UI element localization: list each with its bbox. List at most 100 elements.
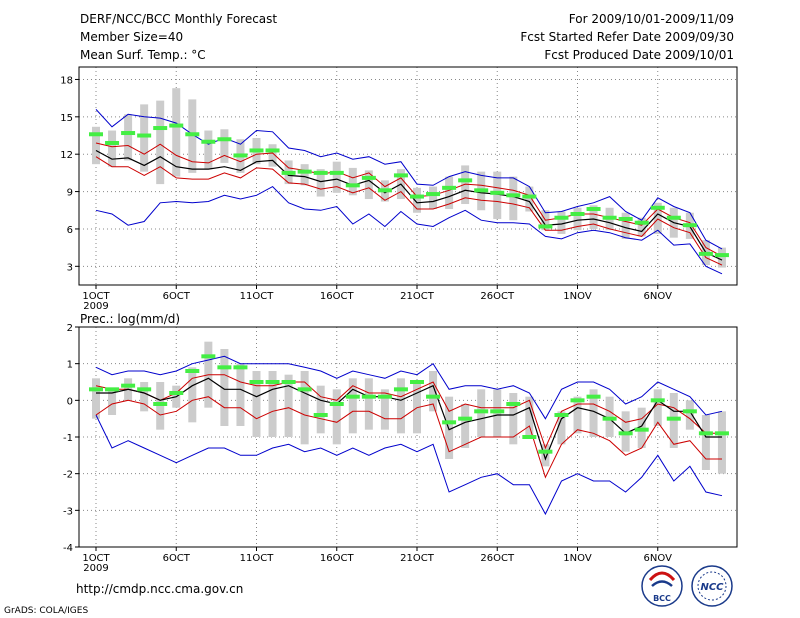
prec-xtick-label: 6OCT bbox=[163, 553, 191, 564]
prec-ytick-label: -2 bbox=[63, 470, 73, 481]
temp-obs-marker bbox=[361, 175, 376, 180]
temp-obs-marker bbox=[618, 216, 633, 221]
temp-obs-marker bbox=[281, 170, 296, 175]
temp-obs-marker bbox=[602, 215, 617, 220]
temp-box bbox=[124, 114, 133, 161]
temp-obs-marker bbox=[650, 205, 665, 210]
prec-xtick-label: 1OCT bbox=[82, 553, 110, 564]
prec-ytick-label: 1 bbox=[67, 360, 73, 371]
prec-box bbox=[653, 389, 662, 426]
prec-box bbox=[220, 349, 229, 426]
prec-box bbox=[236, 363, 245, 426]
prec-ytick-label: 0 bbox=[67, 396, 73, 407]
temp-obs-marker bbox=[297, 169, 312, 174]
temp-obs-marker bbox=[570, 211, 585, 216]
temp-box bbox=[220, 129, 229, 163]
prec-xtick-label: 16OCT bbox=[320, 553, 355, 564]
temp-box bbox=[445, 176, 454, 210]
temp-obs-marker bbox=[586, 207, 601, 212]
temp-box bbox=[268, 144, 277, 167]
prec-box bbox=[573, 396, 582, 434]
source-url[interactable]: http://cmdp.ncc.cma.gov.cn bbox=[76, 582, 244, 596]
temp-obs-marker bbox=[522, 194, 537, 199]
temp-box bbox=[140, 104, 149, 172]
prec-box bbox=[364, 378, 373, 430]
prec-obs-marker bbox=[522, 435, 537, 439]
prec-obs-marker bbox=[201, 354, 216, 359]
temp-xtick-label: 1NOV bbox=[563, 291, 592, 302]
prec-box bbox=[268, 371, 277, 437]
temp-box bbox=[413, 187, 421, 213]
forecast-produced-date: Fcst Produced Date 2009/10/01 bbox=[544, 48, 734, 62]
prec-upper-band-line bbox=[95, 374, 722, 450]
prec-xtick-label: 6NOV bbox=[644, 553, 673, 564]
prec-obs-marker bbox=[554, 413, 569, 417]
temp-box bbox=[316, 169, 325, 197]
prec-box bbox=[557, 411, 566, 445]
prec-box bbox=[445, 396, 454, 459]
temp-min-line bbox=[95, 185, 723, 275]
temp-obs-marker bbox=[345, 183, 360, 188]
temp-obs-marker bbox=[153, 126, 168, 131]
prec-obs-marker bbox=[602, 416, 617, 421]
prec-obs-marker bbox=[650, 398, 665, 403]
temp-obs-marker bbox=[714, 253, 729, 258]
prec-obs-marker bbox=[329, 402, 344, 406]
prec-ytick-label: 2 bbox=[67, 323, 73, 334]
temp-box bbox=[509, 176, 518, 221]
prec-xtick-label: 1NOV bbox=[563, 553, 592, 564]
prec-obs-marker bbox=[137, 387, 152, 392]
prec-obs-marker bbox=[570, 398, 585, 403]
prec-obs-marker bbox=[586, 394, 601, 399]
prec-obs-marker bbox=[345, 394, 360, 399]
temp-obs-marker bbox=[698, 251, 713, 256]
temp-obs-marker bbox=[137, 133, 152, 138]
variable-label: Mean Surf. Temp.: °C bbox=[80, 48, 206, 62]
temp-ytick-label: 3 bbox=[67, 262, 73, 273]
prec-ytick-label: -3 bbox=[63, 506, 73, 517]
temp-ytick-label: 9 bbox=[67, 188, 73, 199]
prec-obs-marker bbox=[89, 387, 103, 392]
temp-box bbox=[717, 247, 726, 268]
temp-box bbox=[332, 161, 341, 193]
temp-xtick-year: 2009 bbox=[83, 301, 108, 312]
temp-lower-band-line bbox=[95, 156, 723, 266]
prec-obs-marker bbox=[458, 416, 473, 421]
temp-box bbox=[621, 212, 630, 239]
prec-box bbox=[332, 389, 341, 445]
temp-obs-marker bbox=[265, 148, 280, 153]
prec-obs-marker bbox=[153, 402, 168, 406]
prec-box bbox=[188, 367, 197, 423]
prec-obs-marker bbox=[121, 383, 136, 388]
temp-box bbox=[493, 171, 502, 219]
prec-obs-marker bbox=[714, 431, 729, 436]
prec-box bbox=[348, 378, 357, 434]
temp-obs-marker bbox=[313, 170, 328, 175]
prec-box bbox=[140, 382, 149, 412]
prec-obs-marker bbox=[377, 394, 392, 399]
temp-mean-line bbox=[95, 149, 723, 261]
temp-obs-marker bbox=[169, 123, 184, 128]
prec-obs-marker bbox=[105, 387, 120, 392]
prec-lower-band-line bbox=[95, 396, 722, 479]
temp-box bbox=[92, 126, 100, 165]
prec-mean-line bbox=[96, 377, 722, 461]
temp-box bbox=[364, 170, 373, 200]
prec-xtick-label: 21OCT bbox=[400, 553, 435, 564]
temp-xtick-label: 6NOV bbox=[644, 291, 673, 302]
temp-xtick-label: 26OCT bbox=[480, 291, 515, 302]
prec-box bbox=[685, 400, 694, 430]
prec-box bbox=[717, 411, 726, 474]
prec-obs-marker bbox=[185, 369, 200, 373]
prec-box bbox=[541, 444, 550, 467]
temp-obs-marker bbox=[233, 153, 248, 158]
temp-xtick-label: 11OCT bbox=[240, 291, 275, 302]
temp-obs-marker bbox=[474, 188, 489, 193]
forecast-started-date: Fcst Started Refer Date 2009/09/30 bbox=[520, 30, 734, 44]
temp-ytick-label: 12 bbox=[60, 150, 73, 161]
prec-obs-marker bbox=[618, 431, 633, 436]
temp-box bbox=[156, 100, 165, 185]
prec-obs-marker bbox=[361, 394, 376, 399]
prec-box bbox=[429, 371, 438, 412]
prec-box bbox=[316, 385, 325, 434]
